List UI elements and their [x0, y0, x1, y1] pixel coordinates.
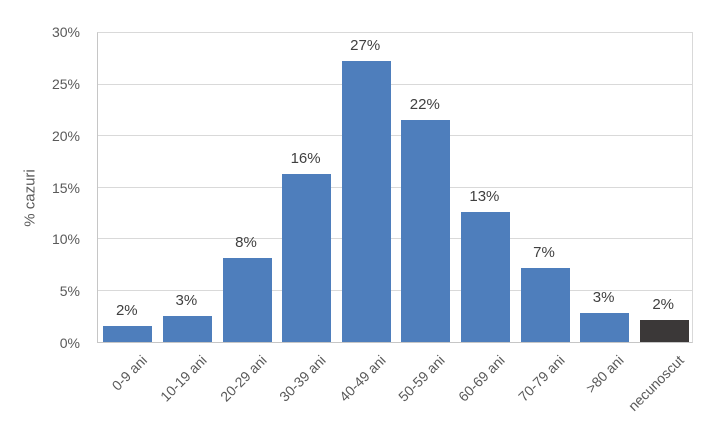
y-axis-title: % cazuri: [21, 169, 39, 227]
bar: [401, 119, 451, 342]
x-tick-label: 50-59 ani: [395, 352, 449, 405]
bar: [222, 257, 272, 342]
bar-value-label: 16%: [290, 150, 321, 168]
plot-area: [97, 32, 693, 343]
y-tick-label: 5%: [59, 283, 80, 300]
gridline: [98, 135, 692, 136]
gridline: [98, 186, 692, 188]
bar-value-label: 2%: [115, 301, 138, 319]
y-tick-label: 30%: [51, 24, 80, 40]
bar: [520, 267, 570, 342]
bar: [460, 212, 510, 342]
x-tick-label: 70-79 ani: [514, 352, 568, 405]
bar-value-label: 2%: [652, 296, 675, 314]
x-tick-label: >80 ani: [582, 352, 627, 397]
x-tick-label: 10-19 ani: [157, 352, 210, 405]
gridline: [98, 83, 692, 85]
bar: [103, 325, 153, 342]
bar: [639, 320, 689, 342]
x-tick-label: 40-49 ani: [335, 352, 389, 405]
bar-value-label: 7%: [533, 243, 555, 261]
y-tick-label: 0%: [59, 335, 80, 351]
bar: [162, 316, 212, 342]
x-tick-label: 20-29 ani: [216, 352, 270, 405]
y-tick-label: 25%: [51, 75, 80, 92]
bar-value-label: 22%: [409, 95, 440, 113]
y-tick-label: 20%: [51, 127, 80, 144]
bar-value-label: 27%: [350, 36, 381, 54]
bar: [580, 313, 630, 342]
bar-value-label: 8%: [235, 233, 257, 251]
x-tick-label: 60-69 ani: [455, 352, 508, 405]
bar: [282, 174, 332, 342]
gridline: [98, 238, 692, 239]
y-tick-label: 15%: [51, 179, 80, 196]
bar-value-label: 3%: [175, 292, 198, 310]
x-tick-label: necunoscut: [624, 352, 687, 414]
bar: [341, 60, 391, 342]
x-tick-label: 30-39 ani: [276, 352, 329, 405]
bar-value-label: 3%: [592, 289, 615, 307]
x-tick-label: 0-9 ani: [108, 352, 151, 394]
gridline: [98, 289, 692, 291]
gridline: [98, 32, 692, 33]
y-tick-label: 10%: [51, 231, 80, 248]
bar-value-label: 13%: [469, 188, 500, 206]
